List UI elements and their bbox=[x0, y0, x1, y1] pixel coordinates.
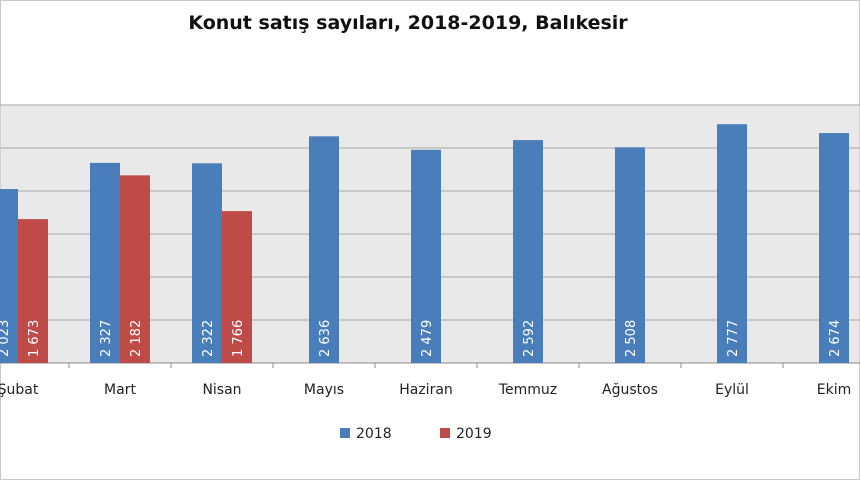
bar-2018 bbox=[717, 124, 747, 363]
x-tick-label: Mart bbox=[104, 382, 136, 398]
x-tick-label: Şubat bbox=[0, 382, 39, 398]
chart-title: Konut satış sayıları, 2018-2019, Balıkes… bbox=[188, 12, 628, 34]
legend-label: 2019 bbox=[456, 426, 492, 442]
x-tick-label: Temmuz bbox=[498, 382, 557, 398]
legend-swatch-2018 bbox=[340, 428, 350, 438]
data-label: 2 592 bbox=[522, 320, 537, 357]
x-tick-label: Ağustos bbox=[602, 382, 658, 398]
data-label: 2 327 bbox=[99, 320, 114, 357]
bar-2018 bbox=[819, 133, 849, 363]
data-label: 2 636 bbox=[318, 320, 333, 357]
bar-2018 bbox=[90, 162, 120, 363]
bar-2018 bbox=[615, 147, 645, 363]
bar-2018 bbox=[513, 140, 543, 363]
data-label: 2 508 bbox=[624, 320, 639, 357]
data-label: 1 766 bbox=[231, 320, 246, 357]
legend-label: 2018 bbox=[356, 426, 392, 442]
bar-2019 bbox=[120, 175, 150, 363]
legend-swatch-2019 bbox=[440, 428, 450, 438]
bar-2018 bbox=[192, 163, 222, 363]
x-tick-label: Ekim bbox=[817, 382, 851, 398]
data-label: 1 673 bbox=[27, 320, 42, 357]
x-tick-label: Mayıs bbox=[304, 382, 344, 398]
bar-2018 bbox=[0, 189, 18, 363]
data-label: 2 023 bbox=[0, 320, 12, 357]
bar-2018 bbox=[309, 136, 339, 363]
bar-2018 bbox=[411, 149, 441, 363]
bar-2019 bbox=[222, 211, 252, 363]
data-label: 2 479 bbox=[420, 320, 435, 357]
data-label: 2 322 bbox=[201, 320, 216, 357]
bar-2019 bbox=[18, 219, 48, 363]
data-label: 2 674 bbox=[828, 320, 843, 357]
data-label: 2 182 bbox=[129, 320, 144, 357]
data-label: 2 777 bbox=[726, 320, 741, 357]
x-tick-label: Haziran bbox=[399, 382, 453, 398]
x-tick-label: Nisan bbox=[202, 382, 241, 398]
x-tick-label: Eylül bbox=[715, 382, 749, 398]
